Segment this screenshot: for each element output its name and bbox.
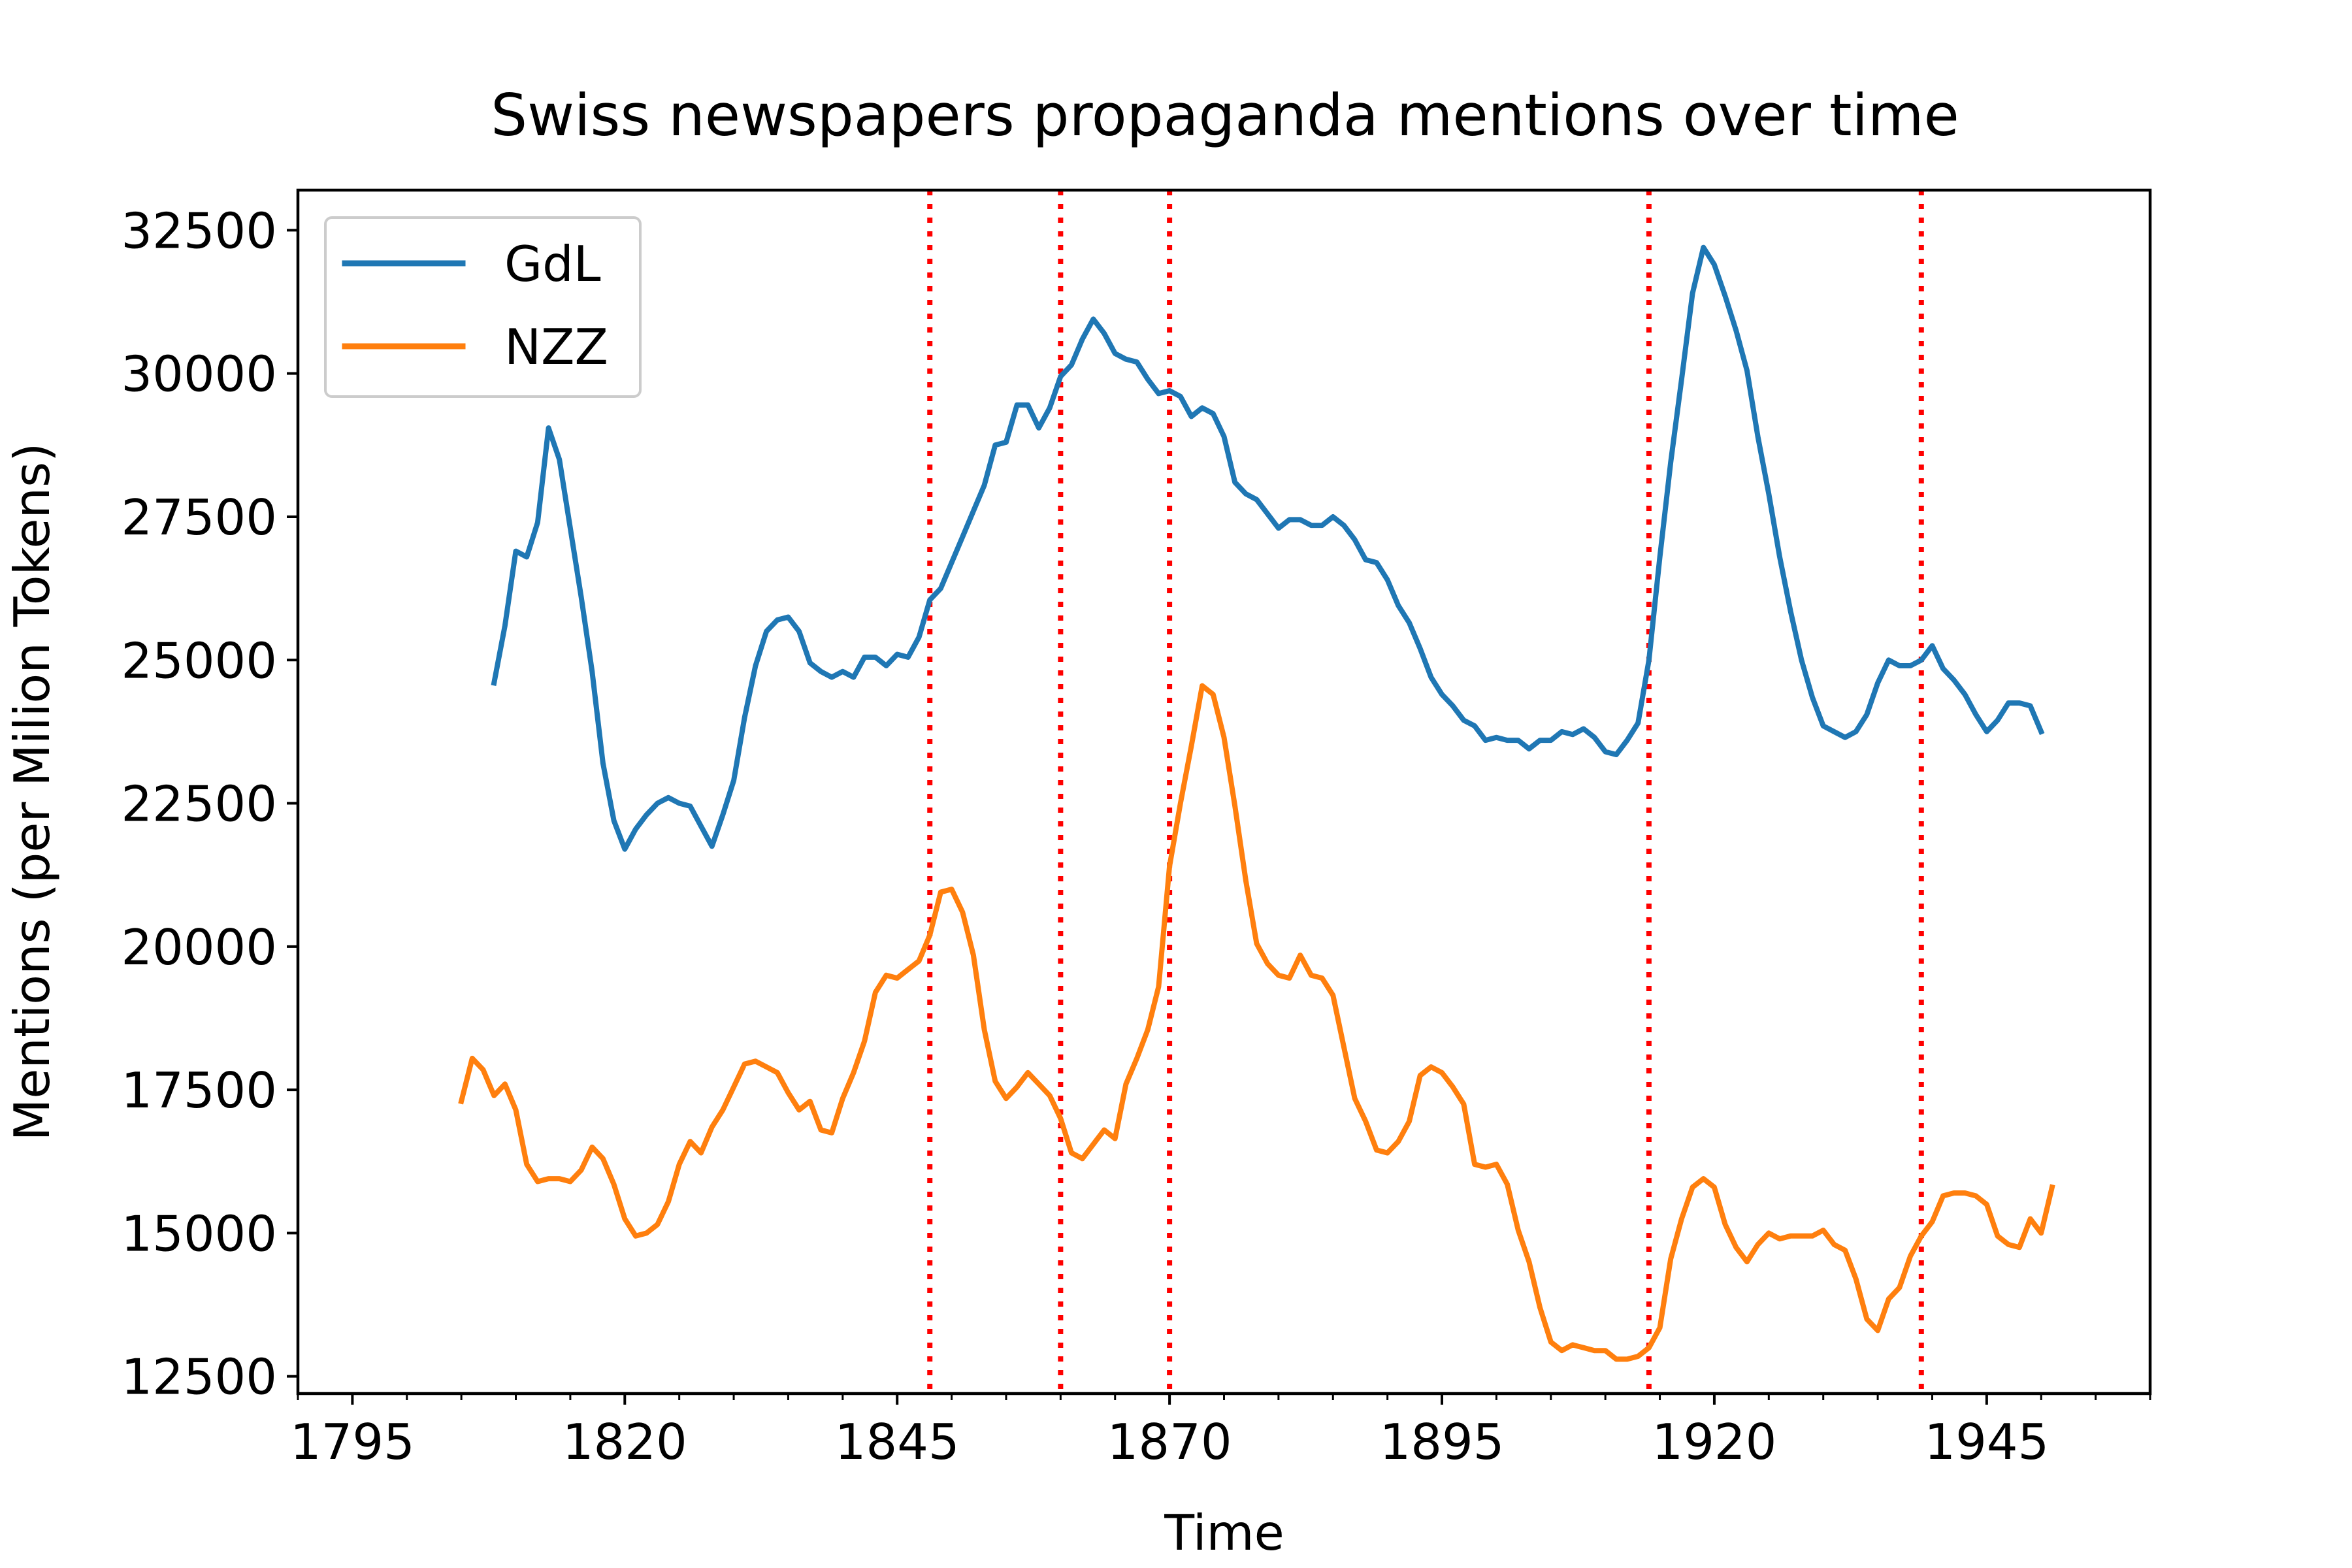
x-tick-label-1795: 1795 <box>290 1413 415 1471</box>
plot-area <box>296 188 2152 1396</box>
legend-label-nzz: NZZ <box>504 318 608 376</box>
y-tick-label-12500: 12500 <box>121 1348 277 1406</box>
y-axis-label: Mentions (per Milion Tokens) <box>3 443 61 1141</box>
reference-lines <box>927 190 1924 1394</box>
series-line-nzz <box>458 683 2055 1362</box>
x-tick-label-1870: 1870 <box>1107 1413 1232 1471</box>
y-tick-label-27500: 27500 <box>121 489 277 546</box>
series-line-gdl <box>491 244 2045 852</box>
x-axis: 1795 1820 1845 1870 1895 1920 1945 <box>290 1394 2151 1471</box>
y-axis: 12500 15000 17500 20000 22500 25000 27500 30000… <box>121 202 298 1406</box>
y-tick-label-30000: 30000 <box>121 346 277 403</box>
y-tick-label-22500: 22500 <box>121 776 277 833</box>
x-axis-label: Time <box>1164 1504 1284 1561</box>
y-tick-label-32500: 32500 <box>121 202 277 259</box>
x-tick-label-1945: 1945 <box>1924 1413 2049 1471</box>
y-tick-label-15000: 15000 <box>121 1205 277 1262</box>
y-tick-label-25000: 25000 <box>121 632 277 689</box>
x-tick-label-1895: 1895 <box>1380 1413 1505 1471</box>
y-tick-label-20000: 20000 <box>121 919 277 976</box>
x-tick-label-1920: 1920 <box>1652 1413 1777 1471</box>
series-lines <box>458 244 2055 1362</box>
y-tick-label-17500: 17500 <box>121 1062 277 1119</box>
legend-label-gdl: GdL <box>504 235 601 293</box>
legend: GdL NZZ <box>324 216 642 398</box>
x-tick-label-1845: 1845 <box>835 1413 960 1471</box>
x-tick-label-1820: 1820 <box>563 1413 687 1471</box>
chart-title: Swiss newspapers propaganda mentions ove… <box>491 82 1959 149</box>
